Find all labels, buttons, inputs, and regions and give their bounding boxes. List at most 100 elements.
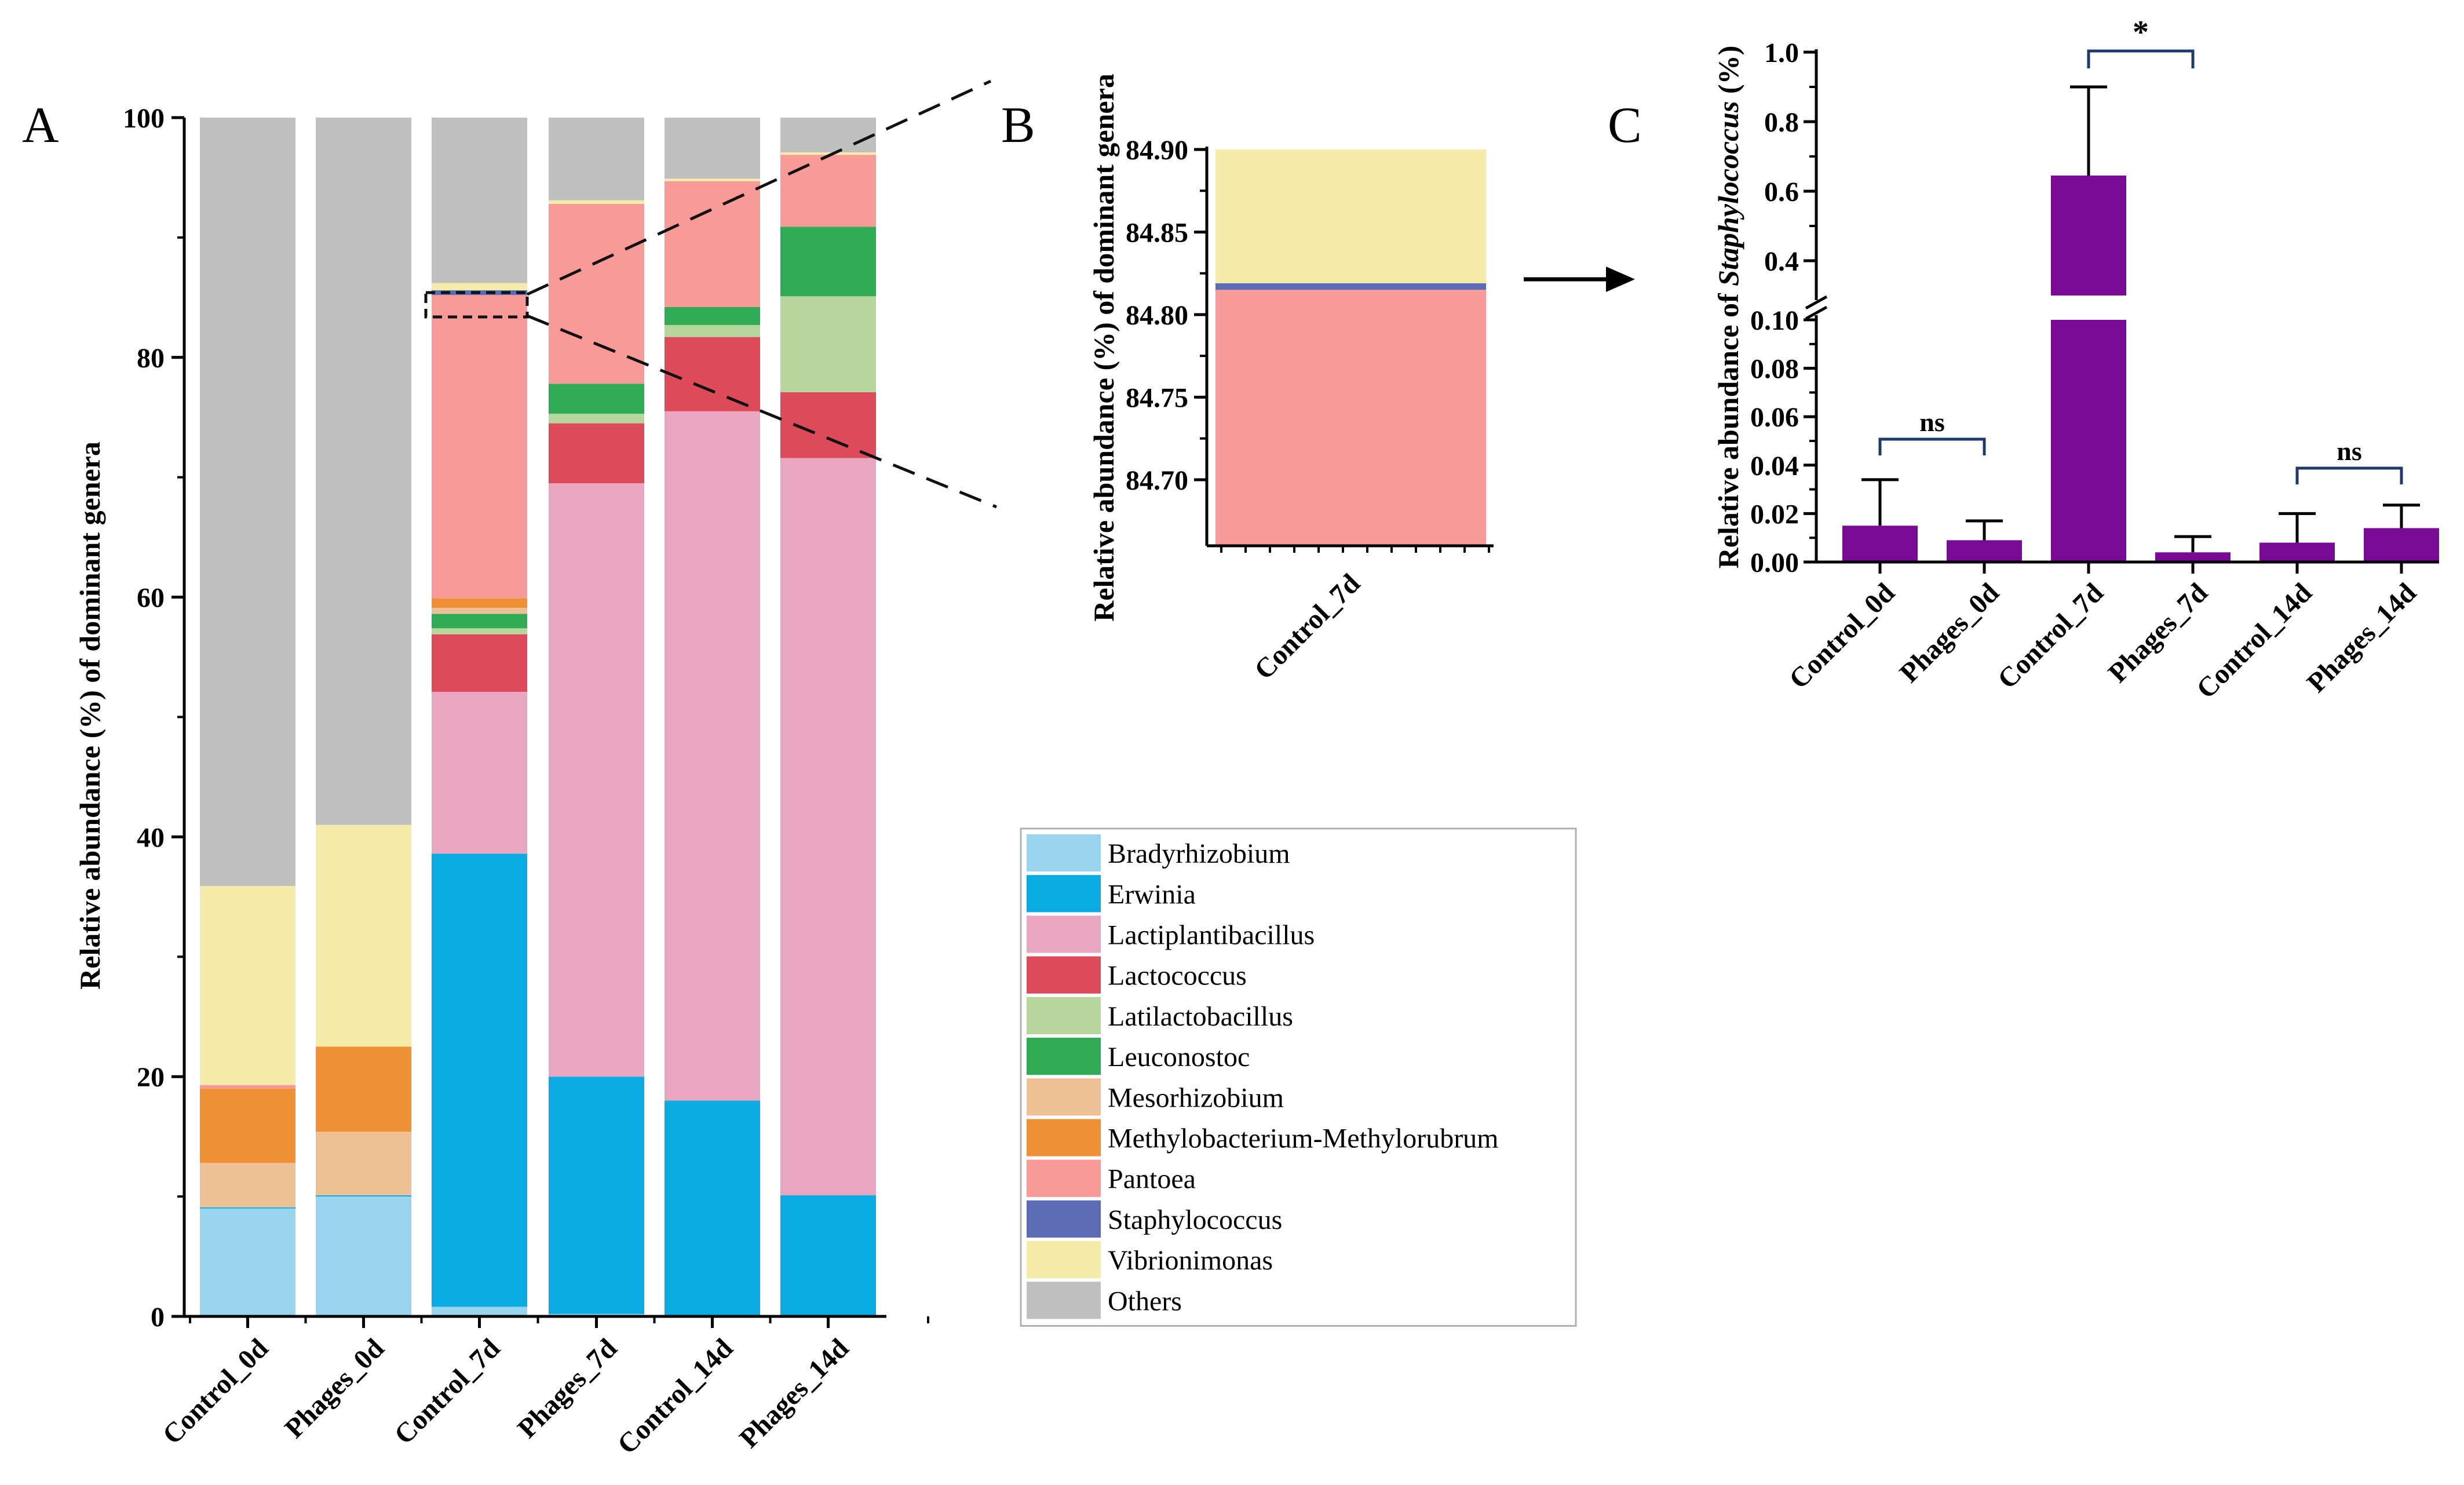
panel-b-y-tick-label: 84.80 xyxy=(1126,300,1188,331)
panel-a-x-tick-label: Phages_7d xyxy=(512,1333,623,1444)
bar-segment-vibrionimonas-control_14d xyxy=(665,178,760,181)
significance-bracket xyxy=(2087,49,2195,68)
bar-control_7d-upper xyxy=(2051,176,2126,295)
panel-a-y-tick-label: 40 xyxy=(137,822,165,853)
panel-label-b: B xyxy=(1001,97,1035,154)
legend-label-others: Others xyxy=(1108,1286,1182,1316)
legend-label-lactiplantibacillus: Lactiplantibacillus xyxy=(1108,920,1315,951)
panel-c-y-tick-label: 0.4 xyxy=(1764,246,1799,277)
bar-segment-leuconostoc-control_7d xyxy=(432,614,527,629)
panel-a-x-tick-label: Control_7d xyxy=(388,1333,506,1450)
bar-segment-bradyrhizobium-phages_0d xyxy=(316,1196,411,1316)
significance-label: * xyxy=(2133,14,2149,50)
significance-label: ns xyxy=(1919,407,1944,437)
legend-swatch-staphylococcus xyxy=(1027,1200,1101,1238)
zoom-band-staphylococcus xyxy=(1215,283,1486,290)
bar-segment-bradyrhizobium-control_0d xyxy=(200,1208,295,1316)
legend-swatch-pantoea xyxy=(1027,1159,1101,1197)
bar-control_14d xyxy=(2259,542,2335,562)
panel-a-y-axis-label: Relative abundance (%) of dominant gener… xyxy=(74,442,106,990)
bar-segment-lactococcus-control_7d xyxy=(432,634,527,692)
bar-segment-vibrionimonas-control_0d xyxy=(200,886,295,1085)
panel-c-y-tick-label: 1.0 xyxy=(1764,38,1799,68)
bar-segment-others-phages_0d xyxy=(316,118,411,825)
bar-segment-leuconostoc-control_14d xyxy=(665,307,760,325)
legend-label-bradyrhizobium: Bradyrhizobium xyxy=(1108,838,1290,869)
bar-segment-mesorhizobium-control_7d xyxy=(432,608,527,614)
panel-label-a: A xyxy=(22,97,59,154)
panel-c-y-tick-label: 0.6 xyxy=(1764,177,1799,207)
legend-swatch-latilactobacillus xyxy=(1027,997,1101,1034)
panel-c-x-tick-label: Phages_0d xyxy=(1894,577,2005,688)
bar-segment-vibrionimonas-control_7d xyxy=(432,283,527,290)
panel-a-y-tick-label: 80 xyxy=(137,343,165,374)
legend: Bradyrhizobium Erwinia Lactiplantibacillus… xyxy=(1020,827,1577,1327)
bar-segment-methylobacterium-methylorubrum-control_0d xyxy=(200,1088,295,1163)
panel-b-y-tick-label: 84.70 xyxy=(1126,465,1188,496)
bar-control_0d xyxy=(1842,526,1918,562)
panel-label-c: C xyxy=(1608,97,1642,154)
legend-swatch-methylobacterium-methylorubrum xyxy=(1027,1119,1101,1156)
panel-a-y-tick-label: 60 xyxy=(137,583,165,614)
bar-segment-latilactobacillus-phages_7d xyxy=(549,414,644,424)
bar-phages_7d xyxy=(2155,552,2231,562)
panel-b-y-axis-label: Relative abundance (%) of dominant gener… xyxy=(1087,74,1120,622)
bar-segment-lactiplantibacillus-control_14d xyxy=(665,411,760,1101)
axis-break-mark xyxy=(1805,305,1828,320)
legend-label-vibrionimonas: Vibrionimonas xyxy=(1108,1245,1273,1276)
zoom-connector-upper xyxy=(526,79,992,296)
panel-c-y-tick-label: 0.00 xyxy=(1750,548,1799,578)
bar-segment-erwinia-control_0d xyxy=(200,1207,295,1209)
bar-segment-vibrionimonas-phages_7d xyxy=(549,200,644,204)
bar-phages_0d xyxy=(1947,540,2022,562)
bar-segment-vibrionimonas-phages_0d xyxy=(316,824,411,1047)
panel-a-y-tick-label: 20 xyxy=(137,1062,165,1093)
panel-a-y-tick-label: 100 xyxy=(123,103,165,134)
bar-control_7d-lower xyxy=(2051,320,2126,562)
legend-label-methylobacterium-methylorubrum: Methylobacterium-Methylorubrum xyxy=(1108,1123,1499,1154)
panel-c-y-tick-label: 0.8 xyxy=(1764,107,1799,138)
panel-b-y-tick-label: 84.75 xyxy=(1126,383,1188,414)
axis-break-mark xyxy=(1805,295,1828,310)
legend-swatch-bradyrhizobium xyxy=(1027,834,1101,872)
panel-b-y-tick-label: 84.85 xyxy=(1126,218,1188,249)
panel-c-x-tick-label: Control_0d xyxy=(1783,577,1901,695)
bar-segment-lactiplantibacillus-control_7d xyxy=(432,692,527,854)
significance-label: ns xyxy=(2337,436,2361,466)
legend-label-leuconostoc: Leuconostoc xyxy=(1108,1042,1250,1072)
panel-a-y-tick-label: 0 xyxy=(151,1302,165,1333)
bar-segment-mesorhizobium-control_0d xyxy=(200,1163,295,1207)
panel-a-x-tick-label: Phages_0d xyxy=(279,1333,390,1444)
legend-swatch-leuconostoc xyxy=(1027,1038,1101,1075)
legend-swatch-lactiplantibacillus xyxy=(1027,915,1101,953)
legend-swatch-erwinia xyxy=(1027,875,1101,913)
panel-c-y-label-genus: Staphylococcus xyxy=(1712,101,1744,286)
bar-segment-erwinia-phages_14d xyxy=(780,1195,876,1315)
bar-segment-leuconostoc-phages_7d xyxy=(549,384,644,414)
bar-segment-others-control_14d xyxy=(665,118,760,179)
legend-box xyxy=(1020,827,1577,1327)
panel-c-y-label-suffix: (%) xyxy=(1712,46,1744,101)
bar-segment-vibrionimonas-phages_14d xyxy=(780,152,876,155)
panel-b-x-tick-label: Control_7d xyxy=(1249,568,1366,685)
zoom-band-pantoea xyxy=(1215,290,1486,546)
zoom-band-vibrionimonas xyxy=(1215,149,1486,283)
panel-a-x-tick-label: Control_14d xyxy=(612,1333,739,1460)
legend-swatch-lactococcus xyxy=(1027,956,1101,994)
bar-segment-erwinia-phages_0d xyxy=(316,1195,411,1197)
legend-swatch-mesorhizobium xyxy=(1027,1078,1101,1116)
panel-c-y-axis-label: Relative abundance of Staphylococcus (%) xyxy=(1712,46,1744,569)
legend-swatch-vibrionimonas xyxy=(1027,1241,1101,1279)
panel-b-y-tick-label: 84.90 xyxy=(1126,135,1188,166)
bar-segment-pantoea-control_0d xyxy=(200,1085,295,1089)
bar-segment-pantoea-control_14d xyxy=(665,181,760,307)
legend-label-pantoea: Pantoea xyxy=(1108,1164,1196,1195)
panel-c-y-tick-label: 0.06 xyxy=(1750,402,1799,433)
bar-segment-latilactobacillus-phages_14d xyxy=(780,296,876,392)
bar-segment-others-phages_7d xyxy=(549,118,644,200)
panel-a-x-tick-label: Phages_14d xyxy=(733,1333,855,1454)
bar-segment-lactococcus-phages_7d xyxy=(549,423,644,484)
legend-label-latilactobacillus: Latilactobacillus xyxy=(1108,1001,1293,1032)
bar-segment-bradyrhizobium-control_7d xyxy=(432,1307,527,1316)
